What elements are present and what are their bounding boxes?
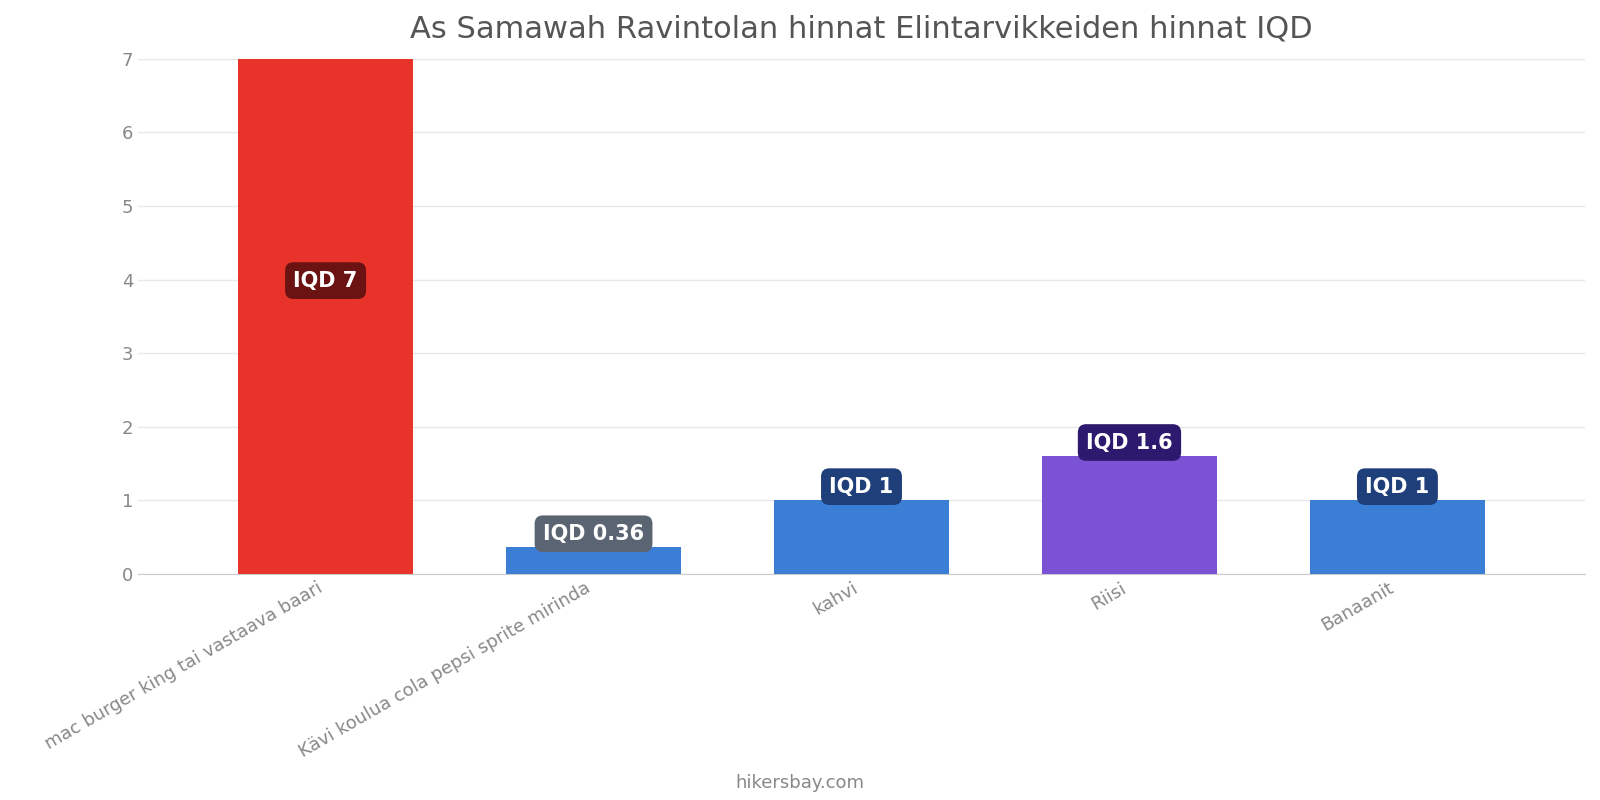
Text: IQD 1: IQD 1: [1365, 477, 1429, 497]
Bar: [774, 500, 949, 574]
Text: IQD 1.6: IQD 1.6: [1086, 433, 1173, 453]
Bar: [238, 59, 413, 574]
Text: IQD 0.36: IQD 0.36: [542, 524, 645, 544]
Bar: [1310, 500, 1485, 574]
Text: hikersbay.com: hikersbay.com: [736, 774, 864, 792]
Text: IQD 1: IQD 1: [829, 477, 894, 497]
Bar: [1042, 456, 1216, 574]
Text: IQD 7: IQD 7: [293, 270, 358, 290]
Title: As Samawah Ravintolan hinnat Elintarvikkeiden hinnat IQD: As Samawah Ravintolan hinnat Elintarvikk…: [410, 15, 1314, 44]
Bar: [507, 547, 680, 574]
